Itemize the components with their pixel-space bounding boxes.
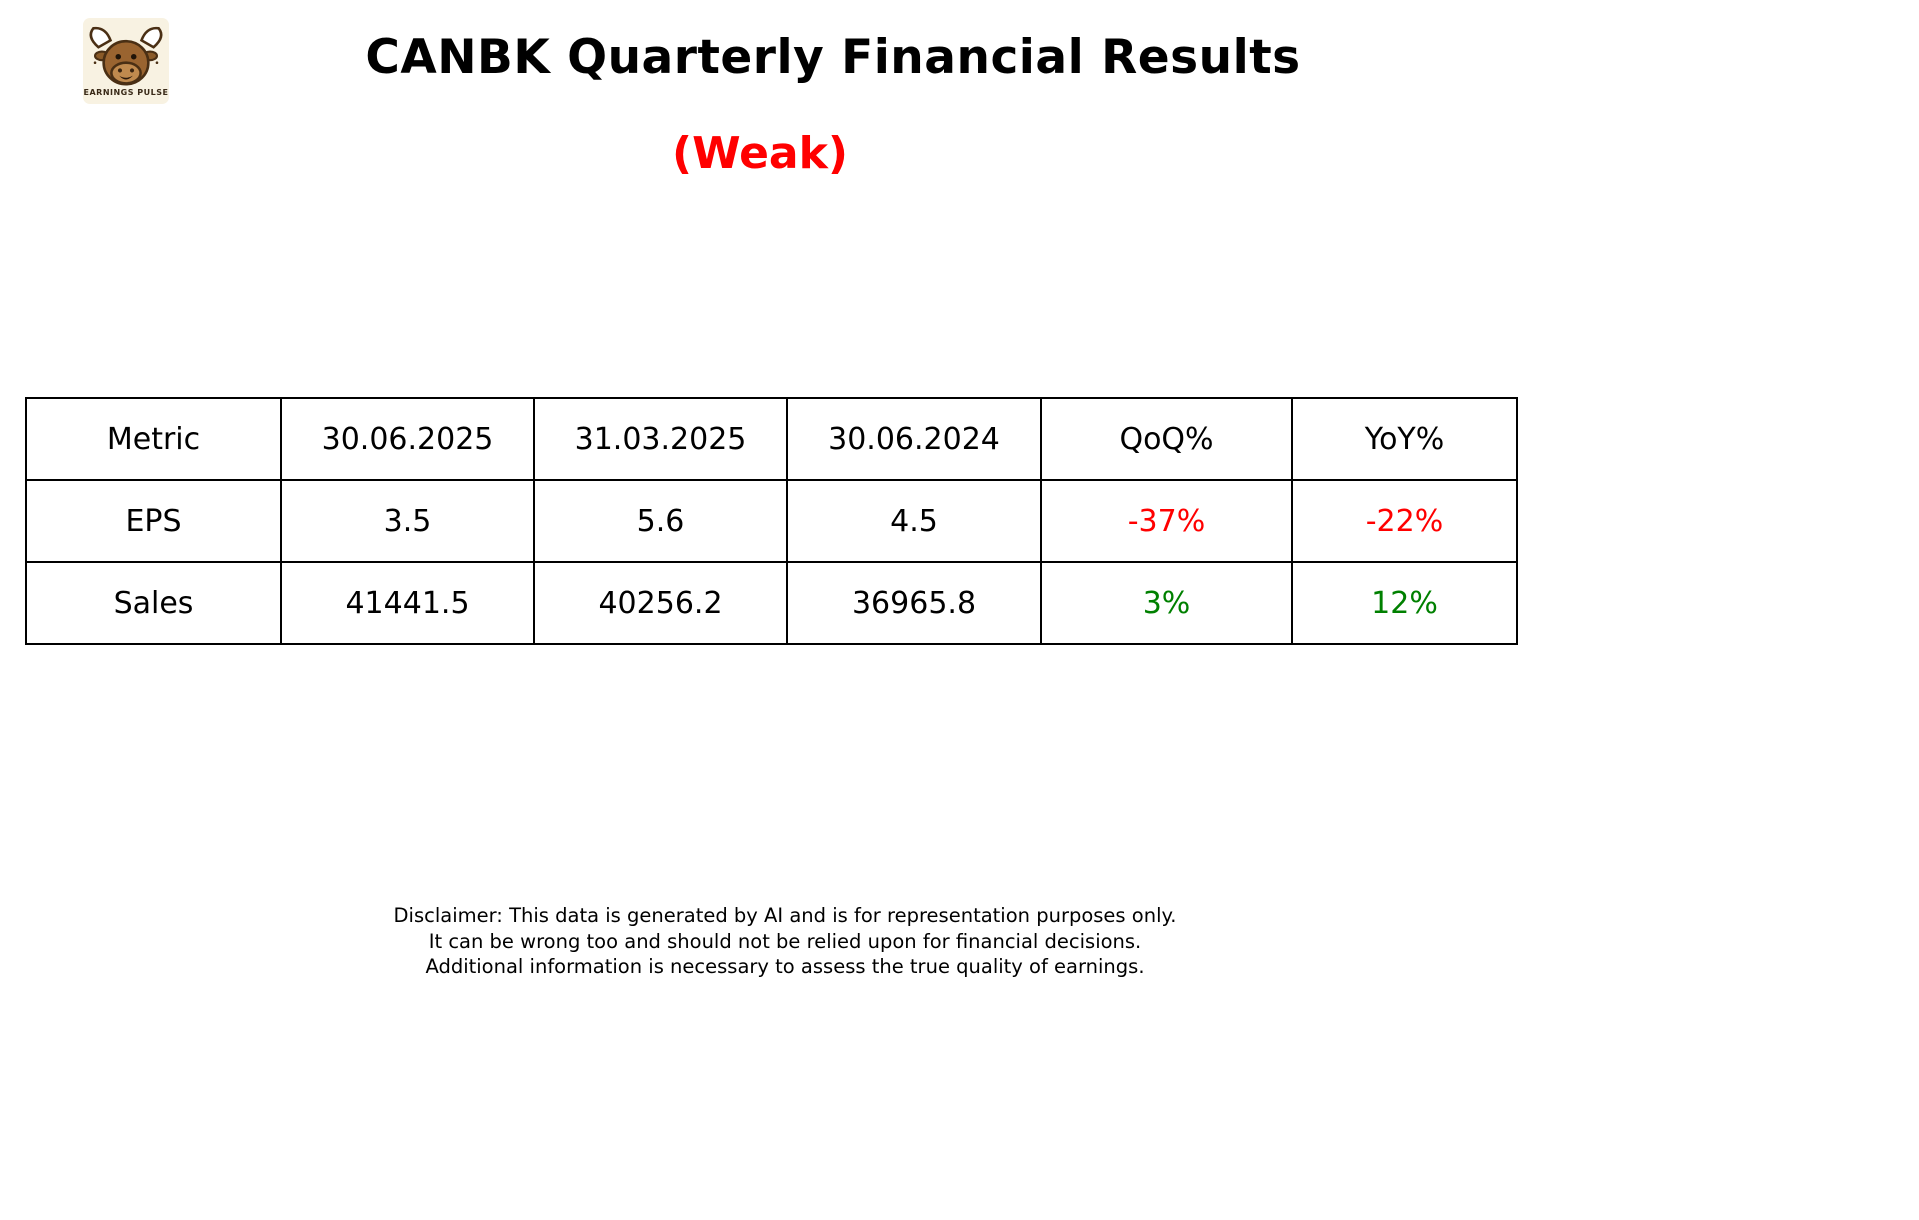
sales-qoq-change: 3% (1040, 561, 1293, 645)
sales-q-current: 41441.5 (280, 561, 535, 645)
quarterly-results-table: Metric 30.06.2025 31.03.2025 30.06.2024 … (25, 397, 1518, 645)
header-qoq: QoQ% (1040, 397, 1293, 481)
page-title: CANBK Quarterly Financial Results (365, 30, 1301, 85)
disclaimer-line-3: Additional information is necessary to a… (425, 955, 1145, 978)
sales-q-previous: 40256.2 (533, 561, 788, 645)
eps-yoy-change: -22% (1291, 479, 1518, 563)
earnings-pulse-logo: EARNINGS PULSE (78, 18, 174, 124)
logo-brand-text: EARNINGS PULSE (83, 88, 169, 97)
header-yoy: YoY% (1291, 397, 1518, 481)
disclaimer-line-1: Disclaimer: This data is generated by AI… (393, 904, 1177, 927)
header-q-yearago: 30.06.2024 (786, 397, 1042, 481)
header-q-current: 30.06.2025 (280, 397, 535, 481)
table-row-eps: EPS 3.5 5.6 4.5 -37% -22% (25, 479, 1518, 563)
eps-q-previous: 5.6 (533, 479, 788, 563)
table-header-row: Metric 30.06.2025 31.03.2025 30.06.2024 … (25, 397, 1518, 481)
table-row-sales: Sales 41441.5 40256.2 36965.8 3% 12% (25, 561, 1518, 645)
disclaimer-text: Disclaimer: This data is generated by AI… (394, 903, 1177, 980)
eps-metric-label: EPS (25, 479, 282, 563)
eps-qoq-change: -37% (1040, 479, 1293, 563)
header-metric: Metric (25, 397, 282, 481)
sales-yoy-change: 12% (1291, 561, 1518, 645)
sales-metric-label: Sales (25, 561, 282, 645)
header-q-previous: 31.03.2025 (533, 397, 788, 481)
verdict-label: (Weak) (672, 128, 848, 179)
bull-logo-icon (83, 18, 169, 104)
sales-q-yearago: 36965.8 (786, 561, 1042, 645)
eps-q-current: 3.5 (280, 479, 535, 563)
eps-q-yearago: 4.5 (786, 479, 1042, 563)
disclaimer-line-2: It can be wrong too and should not be re… (428, 929, 1142, 953)
